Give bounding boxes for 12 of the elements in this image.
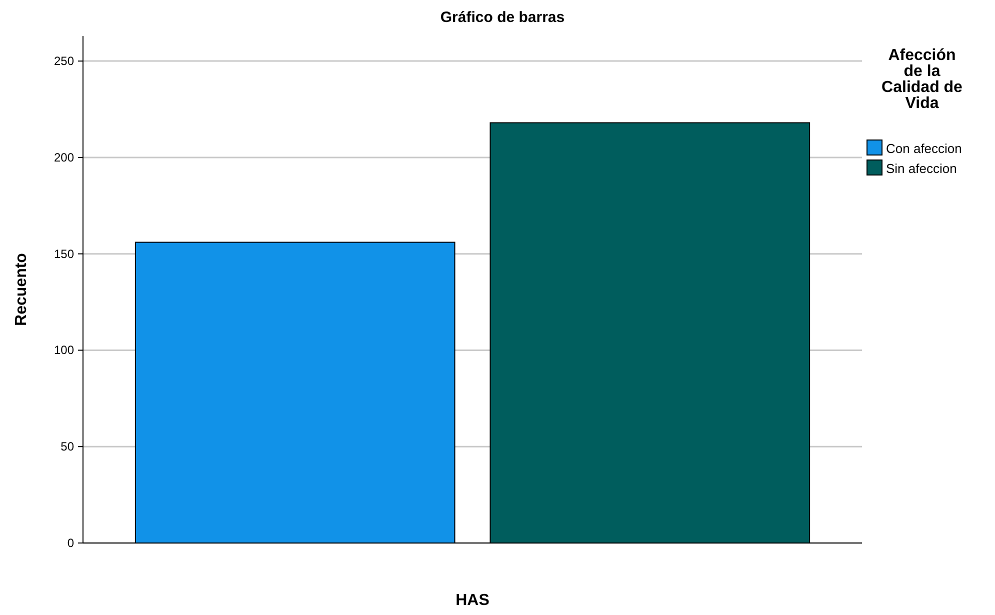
y-tick-label: 200 bbox=[54, 150, 74, 164]
y-axis-title: Recuento bbox=[13, 252, 30, 326]
y-tick-label: 100 bbox=[54, 343, 74, 358]
legend-title: Afección de la Calidad de Vida bbox=[882, 47, 963, 112]
chart-title: Gráfico de barras bbox=[440, 9, 565, 26]
legend-label: Sin afeccion bbox=[886, 161, 957, 176]
legend-label: Con afeccion bbox=[886, 141, 962, 156]
y-tick-label: 0 bbox=[67, 536, 74, 550]
y-tick-label: 250 bbox=[54, 54, 74, 68]
y-tick-label: 150 bbox=[54, 246, 74, 261]
y-tick-label: 50 bbox=[60, 440, 74, 454]
x-axis-title: HAS bbox=[456, 592, 490, 609]
